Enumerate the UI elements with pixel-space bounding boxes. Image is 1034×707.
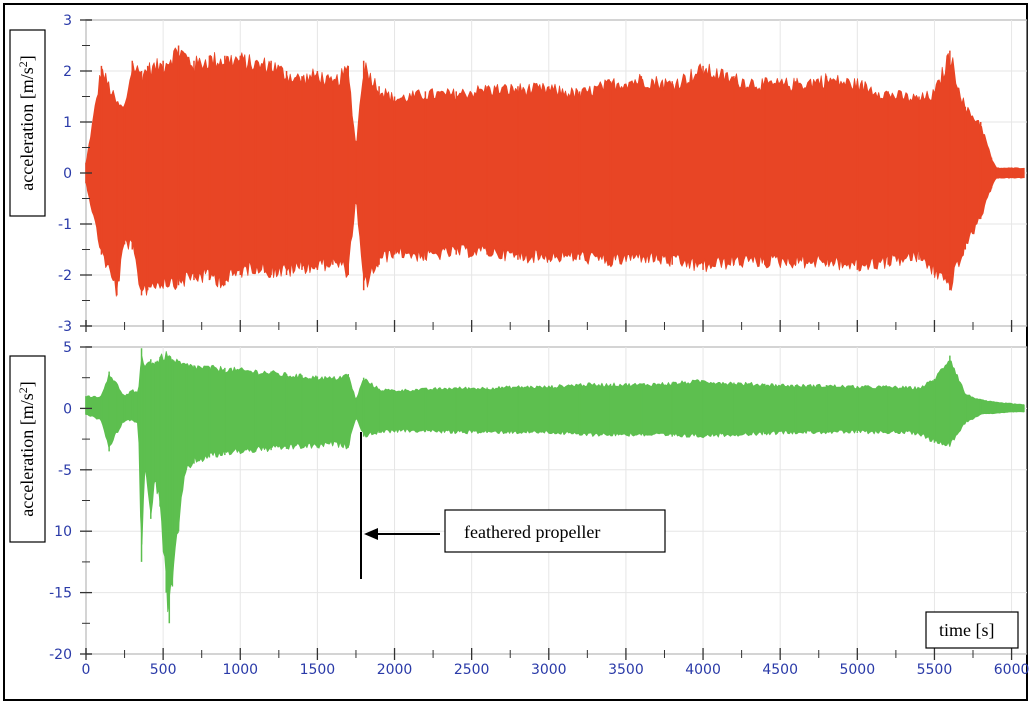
y-tick-label: 1 [63,115,72,131]
y-tick-label: 3 [63,13,72,29]
x-tick-label: 1000 [222,662,258,678]
y-tick-label: 5 [63,340,72,356]
x-tick-label: 4000 [685,662,721,678]
y-tick-label: 0 [63,166,72,182]
y-tick-label: -2 [58,268,72,284]
top-x-ticks [85,320,1013,332]
x-tick-label: 5500 [917,662,953,678]
y-tick-label: 10 [54,524,72,540]
annotation-arrow-head [364,528,378,540]
y-tick-label: -3 [58,319,72,335]
y-tick-label: -5 [58,463,72,479]
x-tick-label: 2500 [454,662,490,678]
x-axis-label-box [925,611,1019,649]
top-signal [85,45,1025,297]
x-tick-label: 2000 [377,662,413,678]
x-tick-label: 4500 [762,662,798,678]
x-tick-label: 0 [82,662,91,678]
panel-bottom: 5 0 -5 10 -15 -20 0 500 1000 1500 2000 2500 3000 350… [9,340,1030,678]
top-y-axis-label-box: acceleration [m/s2] [9,29,46,217]
bottom-y-ticks: 5 0 -5 10 -15 -20 [49,340,92,663]
x-tick-label: 3000 [531,662,567,678]
x-tick-label: 1500 [300,662,336,678]
bottom-y-axis-label: acceleration [m/s2] [16,381,37,516]
x-tick-label: 5000 [839,662,875,678]
annotation-text: feathered propeller [464,522,600,542]
x-tick-label: 500 [150,662,177,678]
bottom-x-ticks: 0 500 1000 1500 2000 2500 3000 3500 4000 4500 5000… [82,648,1030,678]
y-tick-label: 2 [63,64,72,80]
top-y-axis-label: acceleration [m/s2] [16,55,37,190]
bottom-signal [85,348,1025,624]
y-tick-label: -1 [58,217,72,233]
top-y-ticks: 3 2 1 0 -1 -2 -3 [58,13,92,335]
annotation-box [444,509,666,553]
y-tick-label: 0 [63,401,72,417]
panel-top: 3 2 1 0 -1 -2 -3 acceleration [m/s2] [9,13,1028,335]
x-axis-label: time [s] [939,620,995,640]
y-tick-label: -20 [49,647,72,663]
bottom-y-axis-label-box: acceleration [m/s2] [9,355,46,543]
x-tick-label: 3500 [608,662,644,678]
x-tick-label: 6000 [994,662,1030,678]
y-tick-label: -15 [49,586,72,602]
